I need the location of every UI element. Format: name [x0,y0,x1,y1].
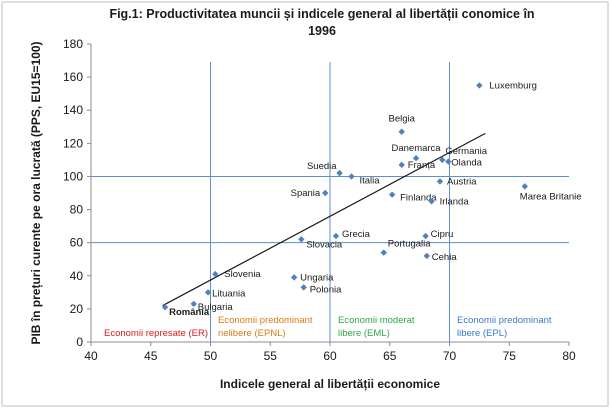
x-axis-title: Indicele general al libertății economice [220,377,440,391]
point-label: Slovenia [224,269,261,280]
point-label: Spania [291,188,321,199]
point-label: Luxemburg [489,80,537,91]
data-point [380,249,387,256]
point-label: Austria [447,176,477,187]
y-tick-label: 60 [70,236,84,250]
y-tick-label: 120 [63,136,83,150]
data-point [212,270,219,278]
data-point [388,191,396,198]
x-tick-label: 65 [383,349,397,363]
data-point [428,198,435,205]
data-point [412,155,420,162]
point-label: Franța [408,160,436,171]
y-tick-label: 20 [70,302,84,316]
point-label: Cehia [432,252,458,263]
point-label: Grecia [342,229,371,240]
data-point [398,161,405,169]
region-label: Economii predominant [218,315,313,326]
point-label: Germania [445,146,487,157]
x-tick-label: 50 [204,349,218,363]
data-point [445,158,452,165]
y-tick-label: 160 [63,70,83,84]
x-tick-label: 70 [443,349,457,363]
data-point [423,252,430,260]
point-label: Cipru [431,229,454,240]
data-point [521,183,528,190]
x-tick-label: 45 [144,349,158,363]
data-point [476,82,483,89]
chart-title-line-1: Fig.1: Productivitatea muncii și indicel… [109,7,534,21]
point-label: Danemarca [391,143,441,154]
chart-title-line-2: 1996 [308,24,336,38]
region-label: Economii represate (ER) [104,328,208,339]
point-label: Portugalia [388,239,431,250]
region-label: libere (EML) [338,328,390,339]
plot-area: 0 20 40 60 80 100 120 140 160 180 40 45 50 55 60 65 70 75… [63,37,582,363]
x-tick-label: 80 [562,349,576,363]
x-tick-label: 60 [323,349,337,363]
trendline [162,132,486,307]
point-label: Belgia [388,114,415,125]
x-tick-label: 75 [503,349,517,363]
y-tick-label: 100 [63,169,83,183]
data-point [439,156,446,164]
y-tick-label: 80 [70,203,84,217]
data-point [436,178,444,185]
point-label: Suedia [307,161,337,172]
data-point [348,173,355,180]
point-label: Polonia [310,284,342,295]
data-point [204,289,212,296]
data-point [300,284,307,291]
region-label: Economii predominant [457,315,552,326]
data-point [298,236,305,243]
point-label: Ungaria [300,272,334,283]
point-label: Olanda [451,158,482,169]
y-tick-label: 40 [70,269,84,283]
region-label: nelibere (EPNL) [218,328,286,339]
y-tick-label: 140 [63,103,83,117]
point-label: Lituania [212,288,246,299]
data-point [190,300,197,308]
region-label: Economii moderat [338,315,415,326]
y-tick-label: 0 [76,335,83,349]
y-tick-label: 180 [63,37,83,51]
data-point [422,232,429,240]
data-point [398,128,405,135]
data-point [161,304,169,311]
y-axis-title: PIB în prețuri curente pe ora lucrată (P… [29,41,43,344]
x-tick-label: 40 [84,349,98,363]
data-point [332,232,340,240]
point-label: Bulgaria [198,302,234,313]
point-label: Finlanda [400,193,437,204]
point-label: România [169,307,210,318]
data-point [322,189,329,197]
x-tick-label: 55 [264,349,278,363]
data-point [290,274,298,281]
data-point [336,169,343,177]
point-label: Marea Britanie [520,191,582,202]
region-label: libere (EPL) [457,328,507,339]
point-label: Slovacia [306,239,343,250]
point-label: Irlanda [440,196,470,207]
point-label: Italia [360,175,381,186]
